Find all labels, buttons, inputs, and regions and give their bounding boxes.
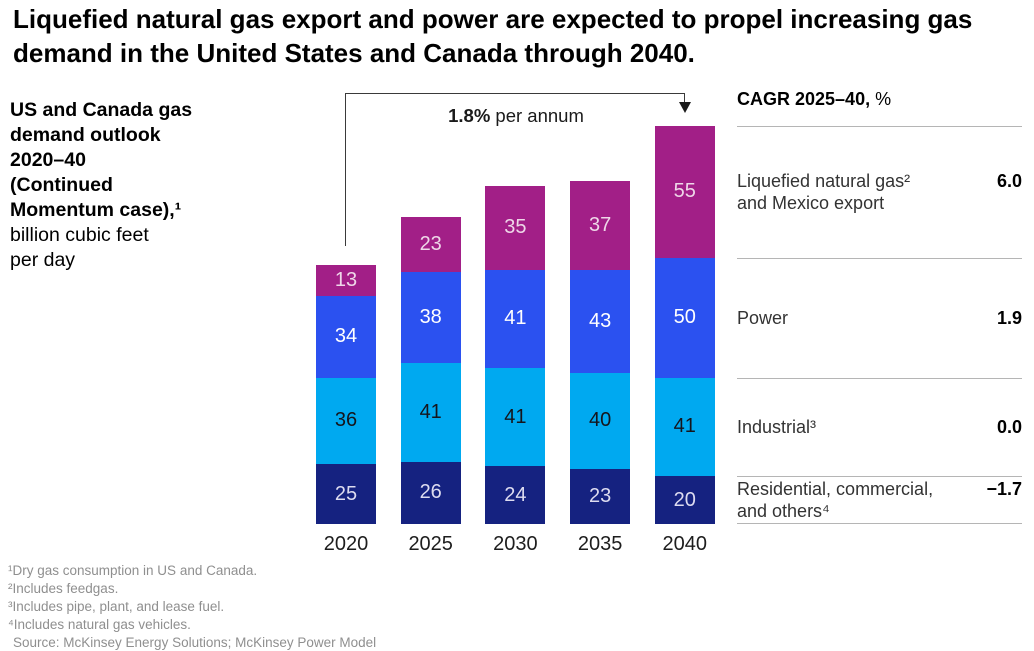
chart-title-block: US and Canada gas demand outlook 2020–40 (C… — [10, 98, 240, 273]
bar-segment-industrial-2035: 40 — [570, 372, 631, 469]
bar-segment-liquefied-natural-gas-and-mexico-export-2025: 23 — [400, 216, 461, 272]
x-axis-label-2035: 2035 — [577, 533, 623, 555]
cagr-row-label: Power — [737, 307, 788, 329]
bar-segment-power-2035: 43 — [570, 269, 631, 373]
segment-value-label: 23 — [588, 484, 612, 507]
cagr-label-line: Liquefied natural gas² — [737, 171, 911, 192]
cagr-row-residential-commercial-and-others: Residential, commercial, and others⁴ −1.7 — [737, 476, 1022, 524]
chart-title-line: US and Canada gas — [10, 99, 193, 121]
chart-title-line: 2020–40 — [10, 149, 86, 171]
segment-value-label: 24 — [504, 483, 527, 506]
cagr-row-label: Liquefied natural gas² and Mexico export — [737, 170, 910, 214]
bar-segment-industrial-2040: 41 — [654, 377, 715, 476]
cagr-label-line: and others⁴ — [737, 501, 830, 521]
cagr-row-value: 6.0 — [996, 171, 1022, 192]
bar-segment-liquefied-natural-gas-and-mexico-export-2020: 13 — [316, 264, 376, 296]
segment-value-label: 34 — [334, 325, 358, 348]
x-axis-label-2040: 2040 — [662, 533, 708, 555]
bar-segment-liquefied-natural-gas-and-mexico-export-2040: 55 — [654, 125, 715, 258]
segment-value-label: 20 — [673, 488, 696, 511]
cagr-label-line: Residential, commercial, — [737, 479, 934, 499]
growth-rate-value: 1.8% — [448, 105, 491, 126]
chart-unit-line: per day — [10, 249, 76, 271]
bracket-horizontal-line — [345, 93, 685, 94]
segment-value-label: 36 — [334, 409, 358, 432]
footnote-line: ⁴Includes natural gas vehicles. — [8, 617, 191, 632]
segment-value-label: 23 — [419, 232, 442, 255]
segment-value-label: 43 — [588, 309, 612, 332]
segment-value-label: 37 — [588, 213, 612, 236]
x-axis-label-2020: 2020 — [323, 533, 369, 555]
cagr-row-label: Industrial³ — [737, 416, 816, 438]
growth-annotation: 1.8% per annum — [366, 105, 666, 127]
footnote-line: ¹Dry gas consumption in US and Canada. — [8, 563, 258, 578]
segment-value-label: 41 — [419, 400, 442, 423]
bar-segment-residential-commercial-and-others-2030: 24 — [485, 466, 546, 524]
footnotes: ¹Dry gas consumption in US and Canada. ²I… — [8, 562, 376, 651]
cagr-header-unit: % — [870, 89, 892, 109]
bar-segment-residential-commercial-and-others-2035: 23 — [570, 468, 631, 524]
cagr-row-value: 0.0 — [996, 416, 1022, 437]
segment-value-label: 55 — [673, 180, 696, 203]
source-line: Source: McKinsey Energy Solutions; McKin… — [13, 635, 377, 650]
bar-segment-power-2030: 41 — [485, 269, 546, 368]
cagr-label-line: Industrial³ — [737, 417, 817, 438]
bar-segment-residential-commercial-and-others-2020: 25 — [316, 464, 376, 524]
cagr-row-label: Residential, commercial, and others⁴ — [737, 478, 933, 522]
bar-segment-industrial-2030: 41 — [485, 368, 546, 467]
segment-value-label: 41 — [504, 307, 527, 330]
cagr-label-line: and Mexico export — [737, 193, 885, 214]
bar-segment-industrial-2025: 41 — [400, 363, 461, 462]
bar-segment-industrial-2020: 36 — [316, 377, 376, 464]
cagr-row-power: Power 1.9 — [737, 257, 1022, 378]
page-title: Liquefied natural gas export and power a… — [13, 4, 973, 68]
segment-value-label: 13 — [334, 268, 358, 291]
segment-value-label: 50 — [673, 306, 696, 329]
footnote-line: ²Includes feedgas. — [8, 581, 119, 596]
segment-value-label: 40 — [588, 409, 612, 432]
cagr-label-line: Power — [737, 308, 789, 329]
cagr-row-value: −1.7 — [986, 479, 1022, 499]
chart-title-line: Momentum case),¹ — [10, 199, 182, 221]
segment-value-label: 25 — [334, 482, 358, 505]
segment-value-label: 38 — [419, 306, 442, 329]
segment-value-label: 41 — [504, 405, 527, 428]
bar-segment-power-2025: 38 — [400, 272, 461, 364]
bar-segment-power-2020: 34 — [316, 296, 376, 378]
cagr-panel-header: CAGR 2025–40, % — [737, 88, 1022, 110]
cagr-row-liquefied-natural-gas-and-mexico-export: Liquefied natural gas² and Mexico export 6… — [737, 125, 1022, 258]
bracket-left-vertical-line — [345, 93, 346, 246]
bar-segment-power-2040: 50 — [654, 257, 715, 378]
bar-segment-liquefied-natural-gas-and-mexico-export-2030: 35 — [485, 185, 546, 270]
chart-unit-line: billion cubic feet — [10, 224, 149, 246]
segment-value-label: 35 — [504, 216, 527, 239]
chart-title-line: (Continued — [10, 174, 113, 196]
cagr-row-industrial: Industrial³ 0.0 — [737, 377, 1022, 476]
x-axis-label-2030: 2030 — [493, 533, 538, 555]
bracket-right-vertical-line — [684, 93, 685, 103]
bar-segment-residential-commercial-and-others-2040: 20 — [654, 476, 715, 524]
segment-value-label: 26 — [419, 481, 442, 504]
x-axis-label-2025: 2025 — [408, 533, 453, 555]
cagr-row-value: 1.9 — [996, 307, 1022, 328]
bar-segment-liquefied-natural-gas-and-mexico-export-2035: 37 — [570, 180, 631, 270]
growth-rate-suffix: per annum — [490, 105, 584, 126]
footnote-line: ³Includes pipe, plant, and lease fuel. — [8, 599, 225, 614]
cagr-header-title: CAGR 2025–40, — [737, 89, 871, 109]
segment-value-label: 41 — [673, 415, 696, 438]
chart-title-line: demand outlook — [10, 124, 161, 146]
down-arrow-icon — [678, 102, 691, 113]
bar-segment-residential-commercial-and-others-2025: 26 — [400, 461, 461, 524]
